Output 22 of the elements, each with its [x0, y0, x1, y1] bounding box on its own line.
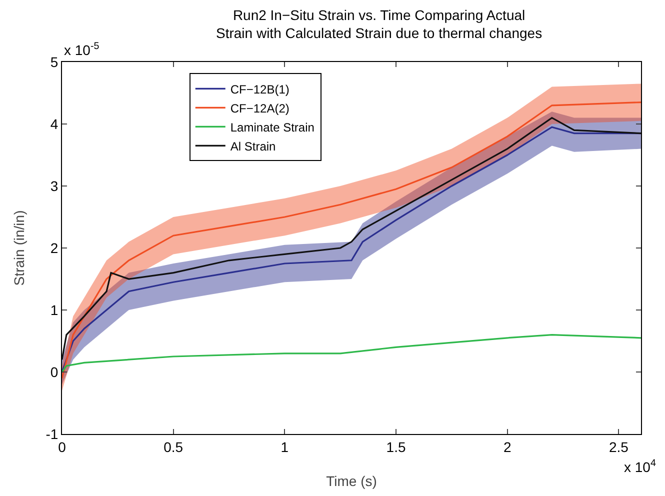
y-tick-label: -1 [46, 426, 58, 442]
y-tick-label: 5 [50, 54, 58, 70]
legend-label: CF−12A(2) [230, 101, 290, 116]
x-axis-title: Time (s) [326, 473, 377, 489]
legend-label: CF−12B(1) [230, 82, 290, 96]
y-tick-label: 3 [50, 178, 58, 194]
x-tick-label: 1 [280, 438, 289, 455]
x-tick-label: 2 [503, 438, 512, 455]
y-axis-title: Strain (in/in) [11, 210, 27, 286]
legend-label: Al Strain [230, 139, 276, 154]
legend-label: Laminate Strain [230, 120, 314, 134]
text: x 10$^{-5}$ [64, 41, 100, 58]
y-tick-label: 0 [50, 364, 58, 380]
x-tick-label: 1.5 [386, 438, 406, 455]
y-tick-label: 1 [50, 302, 58, 318]
chart-title: Run2 In−Situ Strain vs. Time Comparing Actual Strain with Calculated Strain due to thermal changes [216, 6, 542, 42]
x-tick-label: 2.5 [608, 438, 629, 455]
line-series [62, 334, 641, 373]
y-tick-label: 2 [50, 240, 58, 256]
x-tick-label: 0.5 [164, 438, 184, 455]
text: x 10$^{4}$ [624, 458, 656, 475]
y-tick-label: 4 [50, 116, 58, 132]
